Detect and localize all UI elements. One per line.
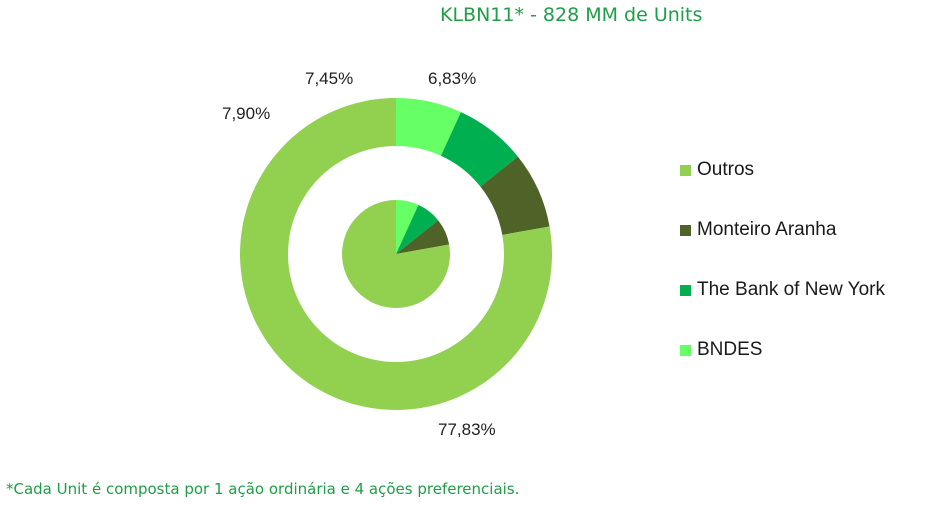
legend-swatch (680, 164, 691, 176)
inner-pie-slice-outros (342, 200, 450, 308)
inner-pie-slice-monteiro-aranha (396, 220, 450, 254)
chart-title: KLBN11* - 828 MM de Units (440, 4, 703, 26)
legend-swatch (680, 344, 691, 356)
legend-label: Monteiro Aranha (697, 219, 837, 240)
footnote: *Cada Unit é composta por 1 ação ordinár… (6, 480, 520, 498)
legend-swatch (680, 284, 691, 296)
inner-pie-slice-bndes (396, 200, 419, 254)
legend-item-outros: Outros (680, 140, 885, 200)
data-label-outros: 77,83% (438, 420, 496, 439)
legend-label: Outros (697, 159, 755, 180)
legend-label: BNDES (697, 339, 763, 360)
donut-slice-outros (240, 98, 552, 410)
chart-legend: Outros Monteiro Aranha The Bank of New Y… (680, 140, 885, 380)
legend-item-monteiro-aranha: Monteiro Aranha (680, 200, 885, 260)
legend-label: The Bank of New York (697, 279, 885, 300)
data-label-monteiro-aranha: 7,90% (222, 104, 271, 123)
donut-slice-bndes (396, 98, 461, 156)
data-label-bndes: 6,83% (428, 69, 477, 88)
legend-swatch (680, 224, 691, 236)
donut-slice-bank-of-new-york (440, 112, 518, 187)
inner-pie-slice-bank-of-new-york (396, 204, 439, 254)
legend-item-bndes: BNDES (680, 320, 885, 380)
legend-item-bank-of-new-york: The Bank of New York (680, 260, 885, 320)
data-label-bank-of-new-york: 7,45% (305, 69, 354, 88)
donut-chart (240, 98, 552, 410)
donut-slice-monteiro-aranha (480, 156, 550, 235)
